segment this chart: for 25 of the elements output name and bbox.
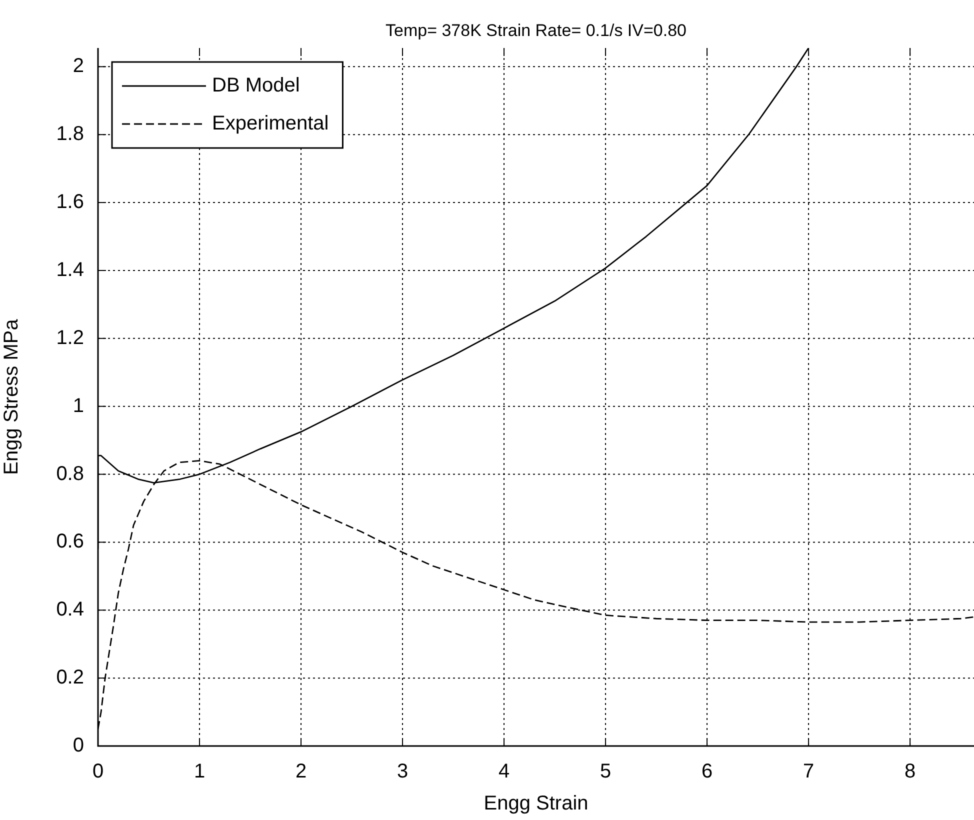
x-tick-label: 2 [295,760,307,783]
y-tick-label: 1.4 [56,258,84,281]
x-tick-label: 5 [600,760,612,783]
y-tick-label: 1.2 [56,326,84,349]
y-tick-label: 1.6 [56,191,84,214]
y-tick-label: 0.4 [56,598,84,621]
y-tick-label: 0 [72,734,84,757]
x-axis-title: Engg Strain [484,792,588,815]
legend-label: DB Model [212,74,300,97]
legend-label: Experimental [212,112,329,135]
y-tick-label: 0.8 [56,462,84,485]
x-tick-label: 8 [904,760,916,783]
x-tick-label: 6 [701,760,713,783]
y-tick-label: 2 [72,55,84,78]
y-tick-label: 0.2 [56,666,84,689]
x-tick-label: 3 [396,760,408,783]
x-tick-label: 4 [498,760,510,783]
y-tick-label: 1 [72,394,84,417]
x-tick-label: 1 [194,760,206,783]
x-tick-label: 7 [802,760,814,783]
y-axis-title: Engg Stress MPa [0,318,23,475]
y-tick-label: 0.6 [56,530,84,553]
chart-title: Temp= 378K Strain Rate= 0.1/s IV=0.80 [386,21,686,40]
y-tick-label: 1.8 [56,123,84,146]
x-tick-label: 0 [92,760,104,783]
